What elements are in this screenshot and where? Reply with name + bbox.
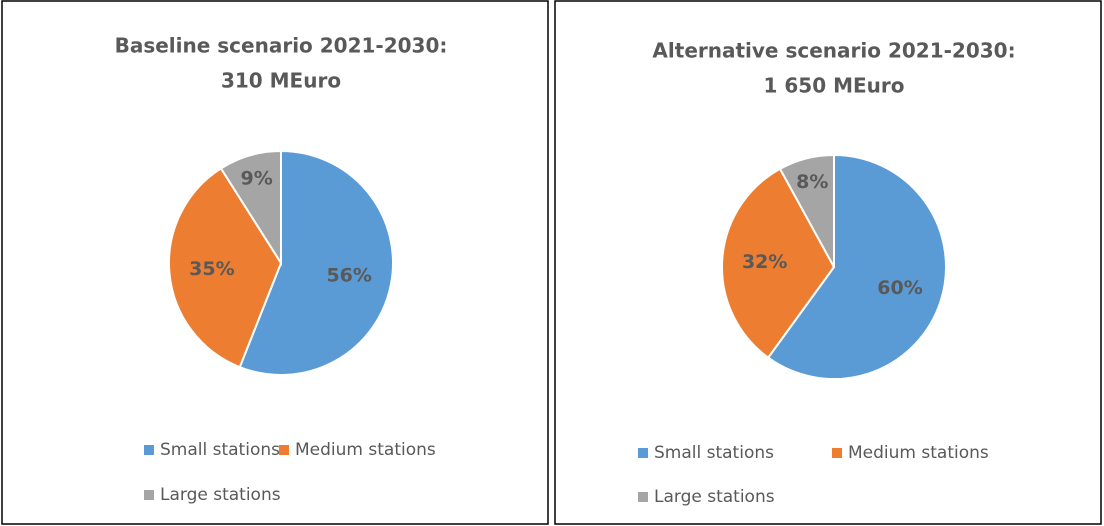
legend-label: Large stations xyxy=(654,487,775,507)
data-label: 32% xyxy=(742,251,787,273)
pie-slice xyxy=(766,153,947,380)
legend-marker xyxy=(638,492,648,502)
legend-marker xyxy=(279,445,289,455)
pie-slice xyxy=(778,153,835,268)
pie-slice xyxy=(721,167,836,360)
legend-marker xyxy=(832,448,842,458)
chart-title: Alternative scenario 2021-2030: xyxy=(652,39,1015,63)
data-label: 9% xyxy=(240,168,272,190)
panel-border xyxy=(554,0,1102,525)
chart-title: 310 MEuro xyxy=(221,69,341,93)
legend-label: Small stations xyxy=(654,443,774,463)
chart-title: 1 650 MEuro xyxy=(764,74,905,98)
legend-label: Large stations xyxy=(160,485,281,505)
pie-slice xyxy=(238,149,394,376)
legend-label: Medium stations xyxy=(295,440,436,460)
data-label: 35% xyxy=(189,258,234,280)
legend-label: Small stations xyxy=(160,440,280,460)
data-label: 60% xyxy=(877,277,922,299)
legend-marker xyxy=(144,490,154,500)
legend-label: Medium stations xyxy=(848,443,989,463)
panel-border xyxy=(1,0,549,525)
legend-marker xyxy=(638,448,648,458)
chart-title: Baseline scenario 2021-2030: xyxy=(115,34,448,58)
pie-slice xyxy=(168,167,283,369)
pie-slice xyxy=(219,149,282,267)
data-label: 8% xyxy=(796,171,828,193)
data-label: 56% xyxy=(326,265,371,287)
legend-marker xyxy=(144,445,154,455)
